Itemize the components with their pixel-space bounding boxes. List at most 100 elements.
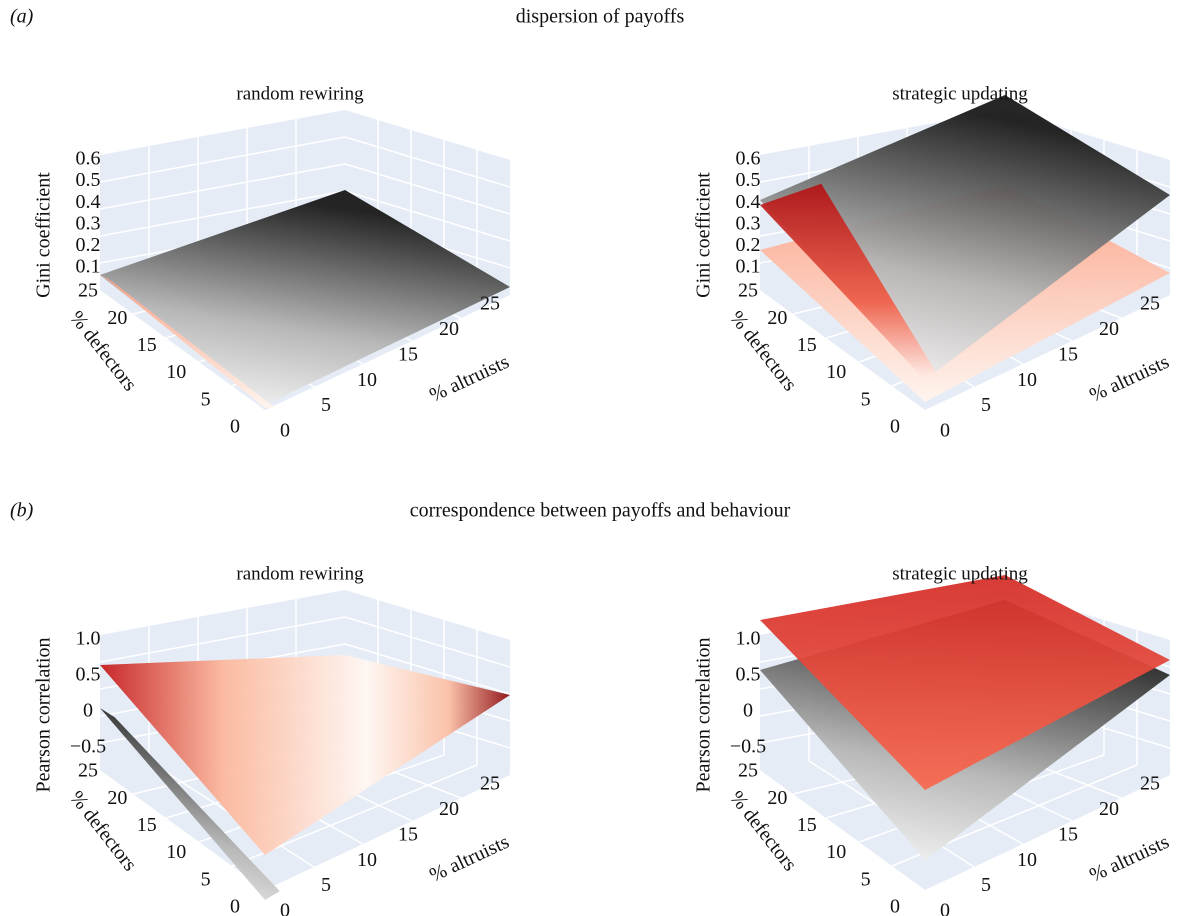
panel-label: (a) xyxy=(10,6,34,28)
x-tick-label: 25 xyxy=(480,773,500,795)
z-tick-label: 0 xyxy=(743,700,753,722)
y-tick-label: 5 xyxy=(861,388,871,410)
x-tick-label: 10 xyxy=(357,369,377,391)
grid-line xyxy=(99,163,346,210)
y-axis-label: % defectors xyxy=(65,787,141,876)
z-tick-label: 0.6 xyxy=(736,148,761,170)
grid-line xyxy=(344,190,511,242)
x-tick-label: 5 xyxy=(321,394,331,416)
y-tick-label: 0 xyxy=(230,416,240,438)
z-tick-label: 0.2 xyxy=(736,234,761,256)
y-tick-label: 25 xyxy=(78,760,98,782)
x-tick-label: 0 xyxy=(940,900,950,916)
z-tick-label: 0.5 xyxy=(736,169,761,191)
grid-line xyxy=(99,616,346,663)
z-axis-label: Gini coefficient xyxy=(33,172,55,298)
y-tick-label: 20 xyxy=(767,307,787,329)
content: (a) dispersion of payoffs (b) correspondenc… xyxy=(10,6,1173,916)
y-tick-label: 25 xyxy=(738,760,758,782)
x-tick-label: 5 xyxy=(321,874,331,896)
x-tick-label: 5 xyxy=(981,394,991,416)
x-tick-label: 15 xyxy=(1058,343,1078,365)
x-axis-label: % altruists xyxy=(426,351,513,407)
surface xyxy=(760,183,938,380)
y-tick-label: 5 xyxy=(201,868,211,890)
x-tick-label: 25 xyxy=(1140,293,1160,315)
x-tick-label: 10 xyxy=(1017,369,1037,391)
grid-line xyxy=(344,643,511,695)
x-axis-label: % altruists xyxy=(426,831,513,887)
y-tick-label: 15 xyxy=(137,334,157,356)
surface xyxy=(100,655,510,855)
y-tick-label: 0 xyxy=(890,416,900,438)
z-tick-label: 0.4 xyxy=(76,191,101,213)
z-tick-label: 0.1 xyxy=(76,256,101,278)
grid-line xyxy=(344,616,511,668)
panel-title: correspondence between payoffs and behav… xyxy=(410,500,791,522)
y-tick-label: 20 xyxy=(107,307,127,329)
y-tick-label: 5 xyxy=(201,388,211,410)
z-axis-label: Gini coefficient xyxy=(693,172,715,298)
z-tick-label: 0.2 xyxy=(76,234,101,256)
x-tick-label: 15 xyxy=(1058,823,1078,845)
x-tick-label: 25 xyxy=(1140,773,1160,795)
y-tick-label: 25 xyxy=(78,280,98,302)
z-tick-label: 0.3 xyxy=(736,212,761,234)
y-axis-label: % defectors xyxy=(725,787,801,876)
z-tick-label: 0.5 xyxy=(76,169,101,191)
y-tick-label: 15 xyxy=(137,814,157,836)
x-tick-label: 25 xyxy=(480,293,500,315)
z-tick-label: 0.4 xyxy=(736,191,761,213)
y-tick-label: 10 xyxy=(826,361,846,383)
surface xyxy=(100,274,275,408)
y-axis-label: % defectors xyxy=(725,307,801,396)
x-tick-label: 0 xyxy=(280,900,290,916)
x-tick-label: 0 xyxy=(280,420,290,442)
y-tick-label: 20 xyxy=(767,787,787,809)
y-tick-label: 25 xyxy=(738,280,758,302)
y-tick-label: 5 xyxy=(861,868,871,890)
x-tick-label: 20 xyxy=(1099,318,1119,340)
x-tick-label: 10 xyxy=(357,849,377,871)
panel-title: dispersion of payoffs xyxy=(516,6,685,28)
plot-title: strategic updating xyxy=(892,83,1028,104)
y-tick-label: 0 xyxy=(230,896,240,916)
x-tick-label: 10 xyxy=(1017,849,1037,871)
z-tick-label: 0.5 xyxy=(736,664,761,686)
grid-line xyxy=(99,136,346,183)
surface xyxy=(100,190,510,405)
surface xyxy=(760,575,1170,790)
z-axis-label: Pearson correlation xyxy=(33,638,55,793)
grid-line xyxy=(344,163,511,215)
y-axis-label: % defectors xyxy=(65,307,141,396)
z-tick-label: 1.0 xyxy=(736,628,761,650)
y-tick-label: 20 xyxy=(107,787,127,809)
x-tick-label: 20 xyxy=(439,318,459,340)
plot-title: random rewiring xyxy=(236,563,364,584)
x-tick-label: 5 xyxy=(981,874,991,896)
y-tick-label: 10 xyxy=(166,841,186,863)
grid-line xyxy=(99,190,346,237)
x-axis-label: % altruists xyxy=(1086,831,1173,887)
z-tick-label: 0 xyxy=(83,700,93,722)
x-tick-label: 20 xyxy=(1099,798,1119,820)
y-tick-label: 15 xyxy=(797,334,817,356)
y-tick-label: 15 xyxy=(797,814,817,836)
z-tick-label: 1.0 xyxy=(76,628,101,650)
y-tick-label: 10 xyxy=(826,841,846,863)
z-tick-label: −0.5 xyxy=(730,736,766,758)
x-tick-label: 15 xyxy=(398,343,418,365)
plot-title: random rewiring xyxy=(236,83,364,104)
y-tick-label: 0 xyxy=(890,896,900,916)
grid-line xyxy=(344,136,511,188)
panel-label: (b) xyxy=(10,500,34,522)
x-tick-label: 15 xyxy=(398,823,418,845)
x-tick-label: 0 xyxy=(940,420,950,442)
z-axis-label: Pearson correlation xyxy=(693,638,715,793)
plot-title: strategic updating xyxy=(892,563,1028,584)
y-tick-label: 10 xyxy=(166,361,186,383)
z-tick-label: 0.3 xyxy=(76,212,101,234)
x-tick-label: 20 xyxy=(439,798,459,820)
z-tick-label: 0.5 xyxy=(76,664,101,686)
